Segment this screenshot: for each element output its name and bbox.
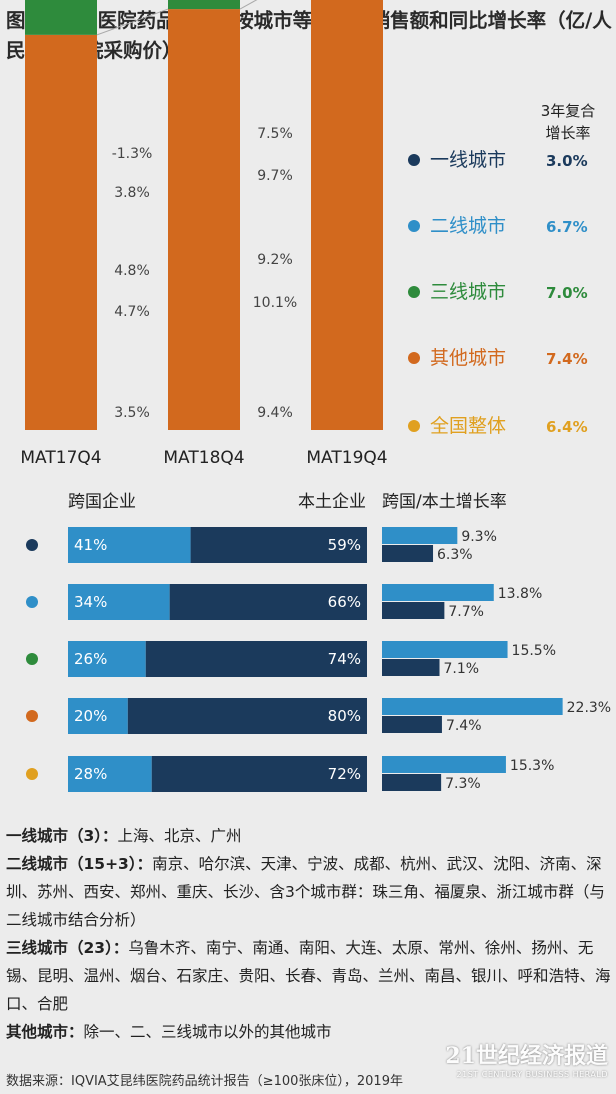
mnc-share-bar (68, 584, 170, 620)
mnc-growth-label: 9.3% (461, 529, 497, 545)
bar-segment (25, 0, 97, 35)
row-marker (26, 596, 38, 608)
legend-cagr: 6.4% (546, 418, 588, 436)
legend-cagr: 7.4% (546, 350, 588, 368)
data-source: 数据来源：IQVIA艾昆纬医院药品统计报告（≥100张床位），2019年 (6, 1074, 403, 1089)
local-share-label: 72% (328, 765, 361, 783)
header-local: 本土企业 (298, 492, 366, 512)
mnc-share-label: 26% (74, 650, 107, 668)
note-tier2: 二线城市（15+3）：南京、哈尔滨、天津、宁波、成都、杭州、武汉、沈阳、济南、深… (6, 855, 605, 929)
row-marker (26, 710, 38, 722)
local-growth-label: 7.7% (448, 604, 484, 620)
mnc-share-label: 34% (74, 593, 107, 611)
connector-line (239, 0, 258, 10)
legend-marker (408, 352, 420, 364)
mnc-share-bar (68, 698, 128, 734)
growth-label: 9.7% (257, 168, 293, 184)
growth-label: 3.8% (114, 185, 150, 201)
mnc-share-bar (68, 641, 146, 677)
local-share-label: 59% (328, 536, 361, 554)
bar-segment (168, 9, 240, 431)
mnc-growth-bar (382, 756, 506, 773)
row-marker (26, 653, 38, 665)
local-share-bar (145, 641, 367, 677)
note-other: 其他城市：除一、二、三线城市以外的其他城市 (6, 1023, 332, 1041)
legend-marker (408, 154, 420, 166)
mnc-share-label: 41% (74, 536, 107, 554)
chart-canvas: 7,480MAT17Q47,743MAT18Q48,473MAT19Q4-1.3… (20, 0, 611, 792)
mnc-share-label: 20% (74, 707, 107, 725)
mnc-share-bar (68, 756, 152, 792)
local-growth-bar (382, 716, 442, 733)
local-growth-label: 6.3% (437, 547, 473, 563)
local-share-label: 66% (328, 593, 361, 611)
growth-label: 4.8% (114, 263, 150, 279)
growth-label: 9.4% (257, 405, 293, 421)
local-share-bar (127, 698, 367, 734)
local-share-label: 80% (328, 707, 361, 725)
note-tier1: 一线城市（3）：上海、北京、广州 (6, 827, 242, 845)
cagr-header: 3年复合 (541, 102, 596, 120)
mnc-growth-bar (382, 527, 458, 544)
local-share-bar (169, 584, 367, 620)
legend-marker (408, 220, 420, 232)
growth-label: -1.3% (112, 146, 153, 162)
local-growth-label: 7.3% (445, 776, 481, 792)
mnc-share-bar (68, 527, 191, 563)
local-growth-bar (382, 602, 445, 619)
legend-label: 其他城市 (430, 347, 506, 369)
mnc-growth-label: 22.3% (567, 700, 611, 716)
mnc-growth-bar (382, 698, 563, 715)
cagr-header: 增长率 (545, 124, 590, 142)
legend-cagr: 6.7% (546, 218, 588, 236)
local-growth-bar (382, 659, 440, 676)
x-tick-label: MAT17Q4 (20, 448, 101, 468)
note-tier3: 三线城市（23）：乌鲁木齐、南宁、南通、南阳、大连、太原、常州、徐州、扬州、无锡… (6, 939, 611, 1013)
bar-segment (168, 0, 240, 10)
growth-label: 9.2% (257, 252, 293, 268)
mnc-growth-label: 15.5% (512, 643, 556, 659)
legend-label: 三线城市 (430, 281, 506, 303)
legend-cagr: 3.0% (546, 152, 588, 170)
header-growth: 跨国/本土增长率 (382, 492, 507, 512)
legend-label: 二线城市 (430, 215, 506, 237)
growth-label: 4.7% (114, 304, 150, 320)
legend-cagr: 7.0% (546, 284, 588, 302)
legend-label: 全国整体 (430, 415, 506, 437)
legend-marker (408, 286, 420, 298)
bar-segment (311, 0, 383, 431)
publisher-watermark: 21世纪经济报道 21ST CENTURY BUSINESS HERALD (445, 1043, 608, 1079)
mnc-growth-label: 13.8% (498, 586, 542, 602)
connector-line (96, 8, 169, 36)
local-share-bar (151, 756, 367, 792)
row-marker (26, 768, 38, 780)
legend-label: 一线城市 (430, 149, 506, 171)
growth-label: 7.5% (257, 126, 293, 142)
row-marker (26, 539, 38, 551)
city-tier-notes: 一线城市（3）：上海、北京、广州 二线城市（15+3）：南京、哈尔滨、天津、宁波… (6, 822, 612, 1046)
local-share-label: 74% (328, 650, 361, 668)
x-tick-label: MAT19Q4 (306, 448, 387, 468)
local-growth-label: 7.4% (446, 718, 482, 734)
x-tick-label: MAT18Q4 (163, 448, 244, 468)
growth-label: 10.1% (253, 295, 297, 311)
local-share-bar (190, 527, 367, 563)
mnc-growth-bar (382, 584, 494, 601)
local-growth-bar (382, 774, 442, 791)
mnc-share-label: 28% (74, 765, 107, 783)
growth-label: 3.5% (114, 405, 150, 421)
local-growth-bar (382, 545, 434, 562)
local-growth-label: 7.1% (444, 661, 480, 677)
bar-segment (25, 34, 97, 431)
mnc-growth-bar (382, 641, 508, 658)
header-mnc: 跨国企业 (68, 492, 136, 512)
mnc-growth-label: 15.3% (510, 758, 554, 774)
legend-marker (408, 420, 420, 432)
